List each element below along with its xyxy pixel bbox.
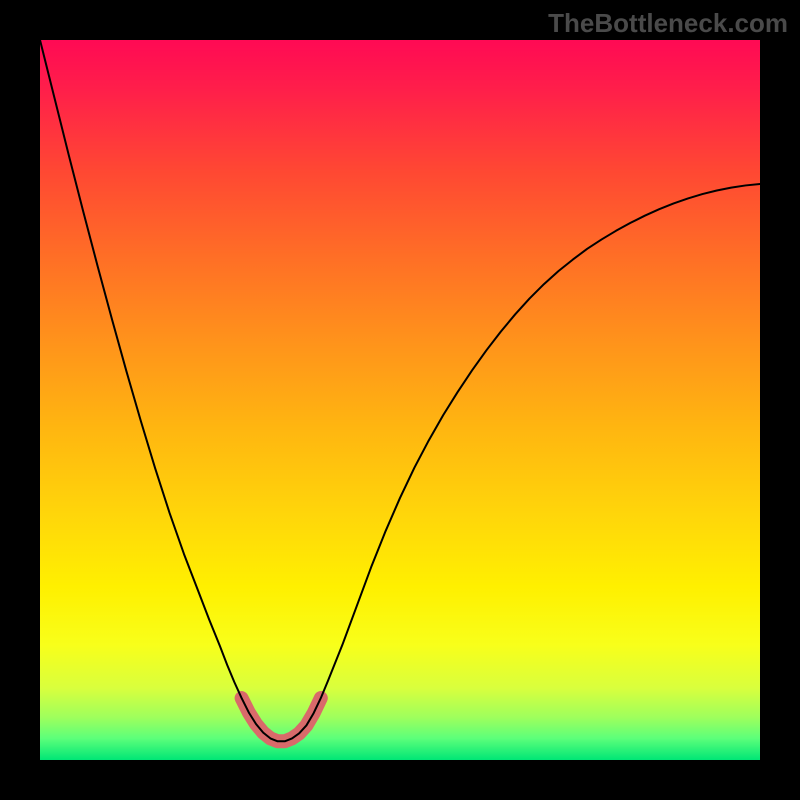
bottleneck-chart <box>0 0 800 800</box>
gradient-plot-area <box>40 40 760 760</box>
watermark-text: TheBottleneck.com <box>548 8 788 39</box>
